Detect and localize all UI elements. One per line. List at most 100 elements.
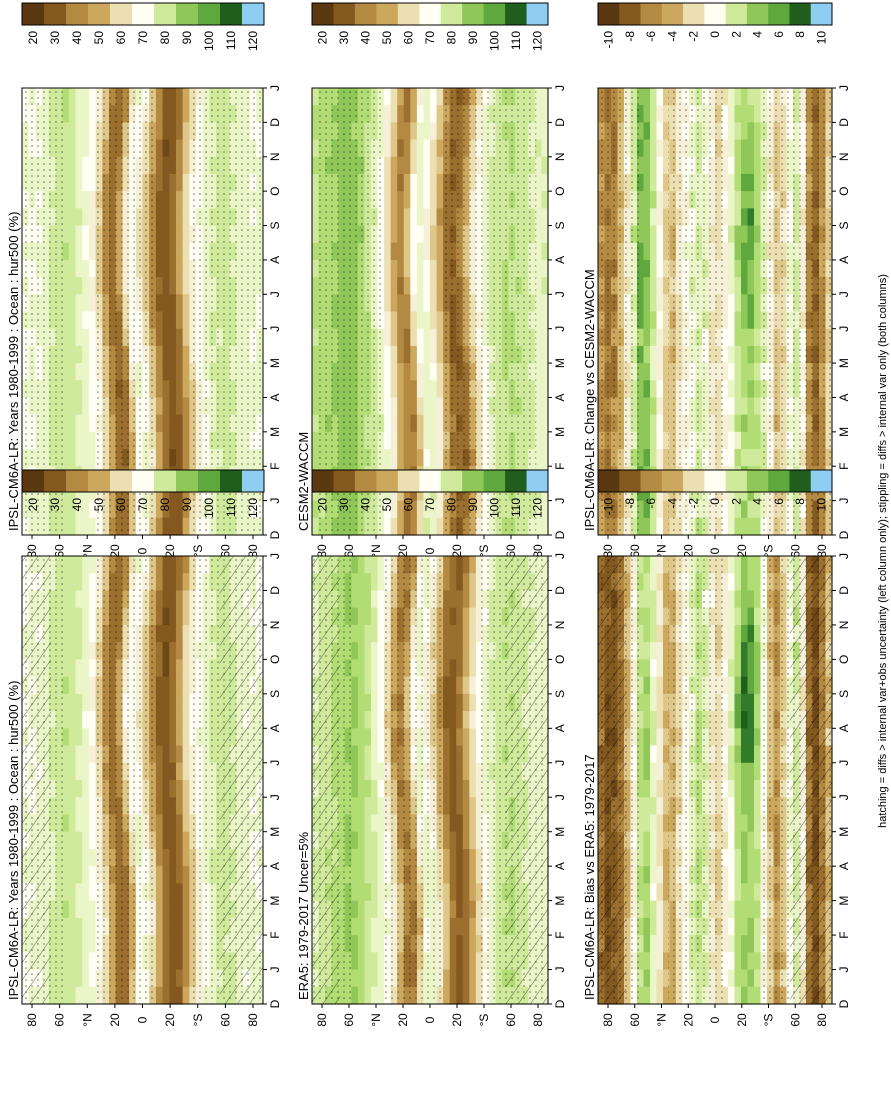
- heatmap-cell: [371, 780, 379, 798]
- heatmap-cell: [364, 866, 372, 884]
- lat-tick-label: 20: [108, 1013, 122, 1027]
- heatmap-cell: [449, 745, 457, 764]
- heatmap-cell: [155, 431, 164, 450]
- heatmap-cell: [397, 88, 405, 106]
- heatmap-cell: [747, 294, 755, 313]
- heatmap-cell: [663, 191, 671, 209]
- heatmap-cell: [351, 693, 359, 712]
- heatmap-cell: [728, 191, 736, 209]
- heatmap-cell: [351, 831, 359, 850]
- colorbar-swatch: [44, 470, 67, 492]
- heatmap-cell: [416, 431, 425, 450]
- month-tick-label: A: [553, 724, 567, 732]
- heatmap-cell: [364, 556, 372, 574]
- lat-tick-label: 60: [218, 544, 232, 558]
- heatmap-cell: [384, 259, 392, 278]
- heatmap-cell: [734, 517, 742, 536]
- heatmap-cell: [169, 607, 177, 626]
- heatmap-cell: [82, 294, 90, 313]
- heatmap-cell: [357, 711, 366, 729]
- heatmap-cell: [364, 659, 372, 678]
- heatmap-cell: [430, 294, 438, 313]
- heatmap-cell: [650, 500, 658, 519]
- heatmap-cell: [416, 380, 425, 399]
- heatmap-cell: [728, 105, 736, 123]
- heatmap-cell: [155, 294, 164, 313]
- heatmap-cell: [75, 780, 83, 798]
- heatmap-cell: [443, 848, 451, 867]
- heatmap-cell: [62, 431, 70, 450]
- heatmap-cell: [384, 397, 392, 416]
- heatmap-cell: [377, 745, 385, 764]
- heatmap-cell: [650, 173, 658, 192]
- heatmap-cell: [75, 191, 83, 209]
- heatmap-cell: [443, 952, 451, 971]
- heatmap-cell: [82, 328, 90, 347]
- colorbar-swatch: [462, 470, 485, 492]
- heatmap-cell: [88, 986, 97, 1005]
- heatmap-cell: [175, 607, 184, 626]
- month-tick-label: M: [553, 896, 567, 906]
- heatmap-cell: [728, 311, 736, 330]
- heatmap-cell: [643, 225, 651, 244]
- lat-tick-label: 0: [423, 1016, 437, 1023]
- heatmap-cell: [88, 156, 97, 175]
- heatmap-cell: [741, 397, 749, 416]
- heatmap-cell: [175, 259, 184, 278]
- heatmap-cell: [88, 866, 97, 884]
- heatmap-cell: [75, 900, 83, 919]
- heatmap-cell: [534, 345, 543, 364]
- colorbar-swatch: [354, 470, 377, 492]
- heatmap-cell: [155, 259, 164, 278]
- heatmap-cell: [377, 693, 385, 712]
- heatmap-cell: [169, 762, 177, 781]
- heatmap-cell: [747, 345, 755, 364]
- heatmap-cell: [747, 173, 755, 192]
- heatmap-cell: [430, 156, 438, 175]
- heatmap-cell: [162, 556, 170, 574]
- heatmap-cell: [155, 156, 164, 175]
- heatmap-cell: [643, 242, 651, 261]
- heatmap-cell: [364, 900, 372, 919]
- heatmap-cell: [312, 345, 320, 364]
- month-tick-label: M: [268, 896, 282, 906]
- heatmap-cell: [637, 380, 645, 399]
- heatmap-cell: [390, 277, 398, 295]
- heatmap-cell: [754, 380, 762, 399]
- heatmap-cell: [384, 380, 392, 399]
- panels-group: 80 60 °N 20 0 20 °S 60 80DJFMAMJJASONDJIPSL-CM6A…: [6, 2, 851, 1027]
- heatmap-cell: [377, 900, 385, 919]
- heatmap-cell: [384, 311, 392, 330]
- heatmap-cell: [88, 831, 97, 850]
- heatmap-cell: [747, 380, 755, 399]
- heatmap-cell: [169, 397, 177, 416]
- heatmap-cell: [75, 969, 83, 988]
- heatmap-cell: [469, 866, 477, 884]
- heatmap-cell: [643, 191, 651, 209]
- heatmap-cell: [169, 517, 177, 536]
- heatmap-cell: [162, 848, 170, 867]
- heatmap-cell: [541, 139, 549, 158]
- heatmap-cell: [82, 917, 90, 936]
- heatmap-cell: [534, 380, 543, 399]
- heatmap-cell: [663, 363, 671, 381]
- heatmap-cell: [68, 917, 77, 936]
- heatmap-cell: [741, 259, 749, 278]
- heatmap-cell: [650, 380, 658, 399]
- heatmap-cell: [449, 848, 457, 867]
- heatmap-cell: [637, 191, 645, 209]
- heatmap-cell: [449, 607, 457, 626]
- lat-tick-label: 80: [246, 1013, 260, 1027]
- heatmap-cell: [734, 173, 742, 192]
- heatmap-cell: [449, 573, 457, 592]
- heatmap-cell: [541, 311, 549, 330]
- heatmap-cell: [182, 328, 190, 347]
- heatmap-cell: [410, 259, 418, 278]
- heatmap-cell: [182, 88, 190, 106]
- colorbar-tick-label: 120: [530, 31, 544, 51]
- heatmap-cell: [423, 259, 431, 278]
- colorbar-tick-label: 60: [114, 31, 128, 45]
- heatmap-cell: [541, 122, 549, 141]
- heatmap-cell: [423, 414, 431, 433]
- heatmap-cell: [410, 431, 418, 450]
